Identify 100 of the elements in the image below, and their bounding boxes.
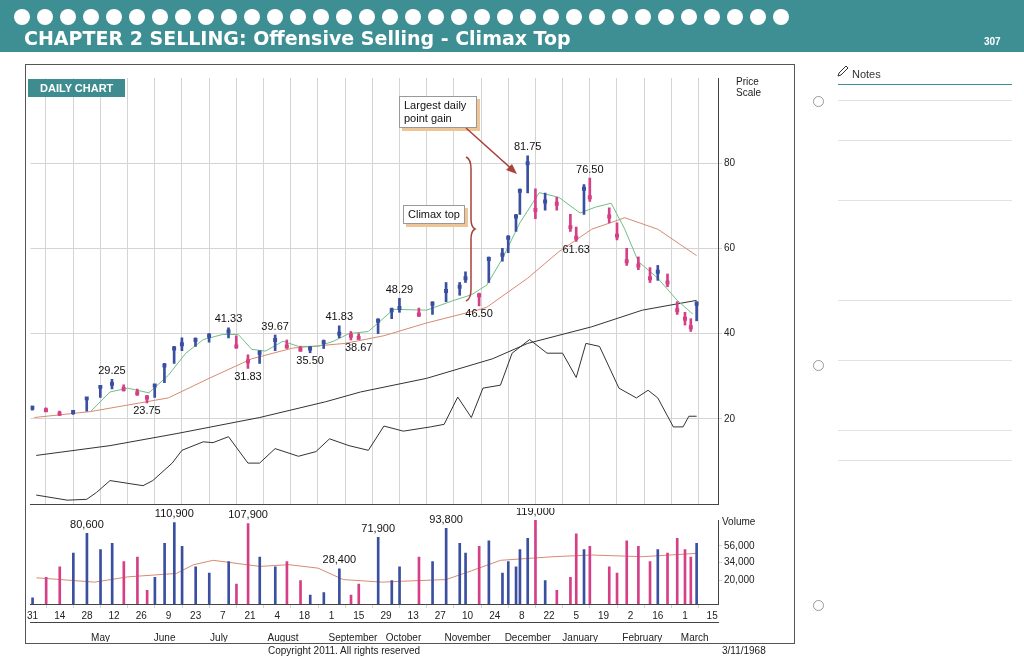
x-tick-label: 15	[706, 609, 719, 621]
bar	[234, 335, 238, 349]
x-tick-label: 13	[407, 609, 420, 621]
x2-tick-label: September	[328, 631, 379, 643]
annotation: 35.50	[296, 354, 324, 367]
x2-tick-label: February	[622, 631, 663, 643]
x-tick-label: 2	[627, 609, 634, 621]
bar	[99, 385, 102, 398]
bar	[574, 226, 578, 242]
y-tick-label: 40	[724, 327, 736, 339]
x-tick-label: 29	[380, 609, 392, 621]
chart-title: CHAPTER 2 SELLING: Offensive Selling - Climax Top	[24, 27, 571, 49]
bar	[337, 325, 341, 339]
bar	[322, 339, 326, 349]
annotation: 76.50	[576, 162, 604, 175]
bar	[431, 301, 434, 315]
bar	[656, 265, 660, 281]
bar	[501, 248, 504, 262]
bar	[285, 339, 289, 349]
bar	[506, 235, 510, 253]
x-tick-label: 28	[81, 609, 93, 621]
x-tick-label: 9	[165, 609, 172, 621]
bar	[487, 256, 491, 283]
bar	[526, 155, 529, 194]
annotation: DAILY CHART	[40, 82, 114, 94]
x-tick-label: 10	[461, 609, 474, 621]
x-tick-label: 8	[519, 609, 526, 621]
bar	[85, 397, 89, 412]
x-tick-label: 23	[190, 609, 202, 621]
bar	[390, 307, 394, 320]
x-tick-label: 24	[489, 609, 501, 621]
bar	[534, 188, 537, 219]
bar	[555, 196, 559, 211]
bar	[666, 273, 669, 288]
x-tick-label: 16	[652, 609, 664, 621]
text: Copyright 2011. All rights reserved	[268, 645, 421, 656]
annotation: 81.75	[513, 140, 542, 153]
text: 3/11/1968	[722, 645, 766, 656]
x-tick-label: 22	[543, 609, 556, 621]
annotation: 41.83	[325, 310, 353, 323]
annotation: 80,600	[70, 517, 104, 530]
y-tick-label: 20,000	[724, 574, 756, 586]
bar	[625, 248, 629, 266]
bar	[464, 271, 467, 283]
x-tick-label: 31	[27, 609, 39, 621]
annotation: 107,900	[228, 508, 268, 521]
x2-tick-label: March	[680, 631, 709, 643]
bar	[258, 350, 261, 364]
annotation: 93,800	[429, 512, 463, 525]
x2-tick-label: May	[91, 631, 110, 643]
x2-tick-label: October	[385, 631, 422, 643]
annotation: 61.63	[562, 242, 590, 255]
x2-tick-label: July	[210, 631, 228, 643]
bar	[163, 363, 166, 383]
annotation: 119,000	[516, 504, 555, 517]
annotation: 29.25	[98, 363, 126, 376]
annotation: 71,900	[361, 521, 396, 534]
x-tick-label: 26	[135, 609, 148, 621]
x-tick-label: 4	[274, 609, 281, 621]
bar	[569, 213, 572, 232]
x2-tick-label: June	[153, 631, 176, 643]
annotation: 48.29	[385, 282, 414, 295]
x-tick-label: 7	[220, 609, 227, 621]
x-tick-label: 27	[434, 609, 447, 621]
y-axis-title: Price Scale	[736, 76, 762, 98]
bar	[398, 297, 401, 313]
x2-tick-label: November	[444, 631, 492, 643]
x-tick-label: 12	[108, 609, 121, 621]
y-tick-label: 34,000	[724, 556, 756, 568]
bar	[689, 318, 693, 332]
annotation: 110,900	[154, 507, 194, 520]
y-axis-title: Volume	[722, 516, 756, 527]
x-tick-label: 15	[353, 609, 365, 621]
annotation: 28,400	[322, 553, 357, 566]
bar	[227, 327, 230, 339]
bar	[588, 177, 592, 202]
x-tick-label: 18	[298, 609, 311, 621]
text: Notes	[852, 68, 881, 80]
bar	[458, 282, 461, 296]
annotation: 39.67	[261, 319, 289, 332]
x-tick-label: 5	[573, 609, 580, 621]
bar	[675, 301, 679, 315]
bar	[194, 337, 197, 347]
x2-tick-label: January	[562, 631, 598, 643]
annotation: 23.75	[133, 404, 161, 417]
y-tick-label: 60	[724, 242, 736, 254]
x-tick-label: 14	[54, 609, 66, 621]
x2-tick-label: December	[504, 631, 552, 643]
y-tick-label: 80	[724, 156, 736, 168]
x-tick-label: 21	[244, 609, 257, 621]
bar	[153, 384, 157, 398]
bar	[695, 301, 698, 322]
y-tick-label: 20	[724, 412, 736, 424]
x2-tick-label: August	[267, 631, 299, 643]
annotation: Largest daily point gain	[404, 99, 467, 124]
x-tick-label: 19	[597, 609, 610, 621]
x-tick-label: 1	[328, 609, 335, 621]
annotation: 46.50	[465, 307, 493, 320]
annotation: 41.33	[214, 312, 243, 325]
annotation: 38.67	[344, 340, 373, 353]
